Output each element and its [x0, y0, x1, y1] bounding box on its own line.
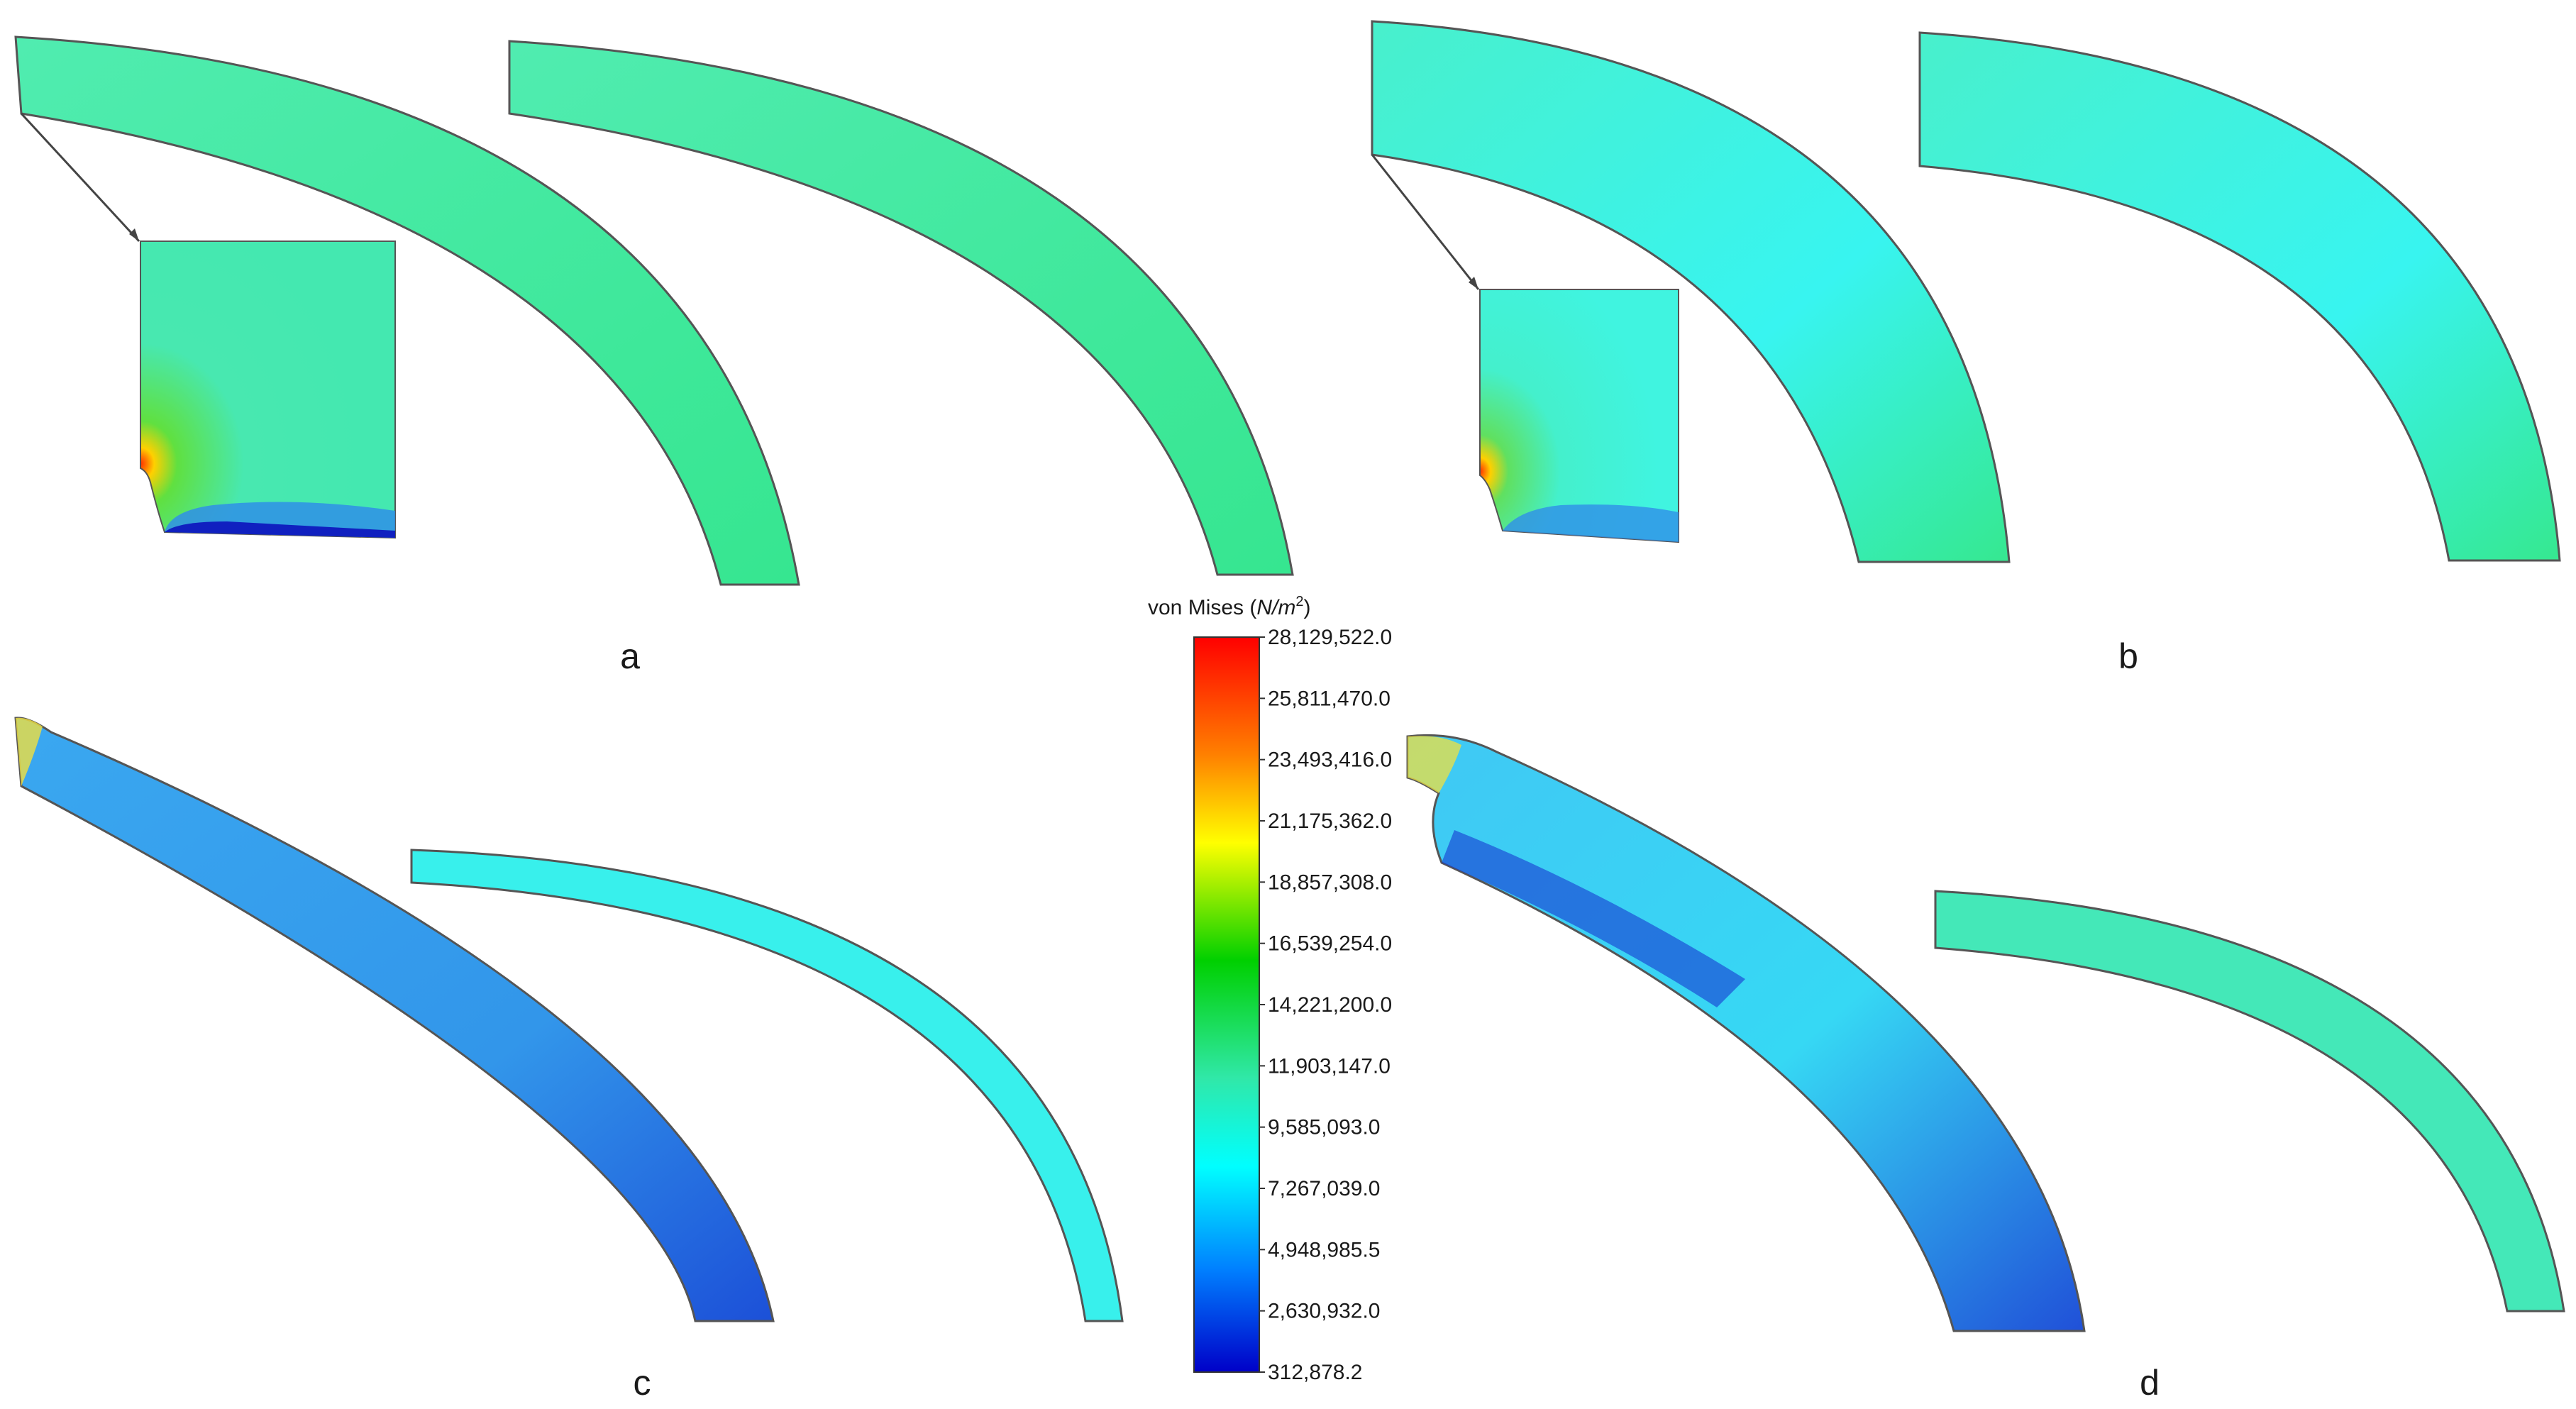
- panel-a-model-right: [508, 40, 1294, 576]
- colorbar-tick-label: 25,811,470.0: [1268, 687, 1391, 710]
- colorbar-tick-label: 2,630,932.0: [1268, 1300, 1380, 1323]
- colorbar-tick-label: 312,878.2: [1268, 1361, 1362, 1384]
- panel-c-model-left: [14, 717, 775, 1322]
- panel-c: c: [14, 717, 1124, 1403]
- panel-c-label: c: [634, 1363, 651, 1403]
- panel-d-model-left: [1406, 734, 2086, 1332]
- panel-d-label: d: [2140, 1363, 2160, 1403]
- colorbar-tick-label: 21,175,362.0: [1268, 810, 1392, 833]
- colorbar-tick-label: 23,493,416.0: [1268, 748, 1392, 772]
- panel-d: d: [1406, 734, 2565, 1403]
- panel-a: a: [14, 35, 1294, 676]
- colorbar-gradient: [1193, 636, 1260, 1373]
- panel-b-model-left: [1371, 20, 2011, 563]
- colorbar-tick-label: 7,267,039.0: [1268, 1177, 1380, 1200]
- panel-d-model-right: [1934, 890, 2565, 1313]
- panel-b-model-right: [1918, 31, 2561, 562]
- colorbar-tick-label: 9,585,093.0: [1268, 1116, 1380, 1139]
- panel-a-label: a: [620, 636, 640, 676]
- panel-a-zoom-arrow: [20, 112, 140, 243]
- colorbar-tick-label: 18,857,308.0: [1268, 871, 1392, 894]
- colorbar-tick-label: 11,903,147.0: [1268, 1054, 1391, 1078]
- panel-b-label: b: [2118, 636, 2138, 676]
- colorbar-tick-label: 14,221,200.0: [1268, 993, 1392, 1017]
- panel-c-model-right: [410, 849, 1124, 1322]
- panel-b-zoom-arrow: [1371, 154, 1480, 290]
- colorbar-tick-label: 16,539,254.0: [1268, 932, 1392, 956]
- panel-a-zoom-inset: [140, 241, 396, 539]
- colorbar-tick-label: 28,129,522.0: [1268, 626, 1392, 649]
- panel-a-model-left: [14, 35, 800, 586]
- panel-b-zoom-inset: [1479, 289, 1679, 543]
- colorbar: von Mises (N/m2) 28,129,522.0 25,811,470.…: [1148, 594, 1392, 1384]
- colorbar-tick-label: 4,948,985.5: [1268, 1238, 1380, 1261]
- colorbar-title: von Mises (N/m2): [1148, 594, 1311, 619]
- colorbar-ticks: 28,129,522.0 25,811,470.0 23,493,416.0 21,1…: [1259, 626, 1392, 1384]
- panel-b: b: [1371, 20, 2561, 676]
